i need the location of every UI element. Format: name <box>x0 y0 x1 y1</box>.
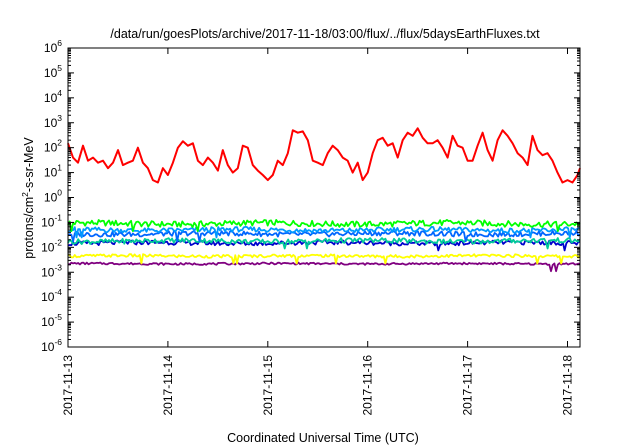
x-tick-label: 2017-11-14 <box>161 355 175 416</box>
y-tick-base: 10 <box>44 116 58 130</box>
y-tick-base: 10 <box>44 191 58 205</box>
y-axis-label-base: protons/cm <box>22 197 36 259</box>
y-tick-exp: 0 <box>57 188 62 198</box>
y-tick-exp: 1 <box>57 163 62 173</box>
series-line <box>68 261 581 273</box>
y-tick-base: 10 <box>44 66 58 80</box>
y-tick-label: 10-1 <box>41 212 62 229</box>
plot-frame <box>67 47 581 348</box>
x-axis-label: Coordinated Universal Time (UTC) <box>227 431 419 445</box>
y-tick-exp: -1 <box>54 212 62 222</box>
y-axis: 10-610-510-410-310-210-11001011021031041… <box>41 38 580 354</box>
x-tick-label: 2017-11-15 <box>261 355 275 416</box>
y-tick-base: 10 <box>41 215 55 229</box>
y-tick-label: 106 <box>44 38 62 55</box>
y-tick-base: 10 <box>41 315 55 329</box>
y-tick-exp: -6 <box>54 337 62 347</box>
y-tick-exp: 4 <box>57 88 62 98</box>
series-line <box>67 253 581 265</box>
y-tick-exp: -3 <box>54 262 62 272</box>
y-tick-label: 100 <box>44 188 62 205</box>
x-tick-label: 2017-11-17 <box>461 355 475 416</box>
y-tick-label: 102 <box>44 138 62 155</box>
y-tick-label: 10-5 <box>41 312 62 329</box>
y-tick-base: 10 <box>41 340 55 354</box>
plot-series <box>67 127 581 273</box>
y-tick-exp: 6 <box>57 38 62 48</box>
x-tick-label: 2017-11-16 <box>361 355 375 416</box>
series-line <box>67 229 581 243</box>
series-line <box>67 225 581 239</box>
y-tick-base: 10 <box>44 41 58 55</box>
y-tick-base: 10 <box>44 166 58 180</box>
series-line <box>67 239 581 252</box>
y-tick-label: 105 <box>44 63 62 80</box>
y-tick-base: 10 <box>44 141 58 155</box>
y-tick-base: 10 <box>41 290 55 304</box>
y-tick-label: 10-6 <box>41 337 62 354</box>
y-axis-label-sup: 2 <box>20 192 30 197</box>
y-tick-label: 10-4 <box>41 287 62 304</box>
y-tick-exp: 5 <box>57 63 62 73</box>
x-tick-label: 2017-11-18 <box>561 355 575 416</box>
x-axis: 2017-11-13 2017-11-14 2017-11-15 2017-11-16… <box>61 48 575 416</box>
y-tick-label: 101 <box>44 163 62 180</box>
y-tick-exp: 3 <box>57 113 62 123</box>
y-axis-label: protons/cm2-s-sr-MeV <box>20 137 36 259</box>
y-tick-label: 103 <box>44 113 62 130</box>
y-tick-base: 10 <box>41 265 55 279</box>
y-tick-exp: -5 <box>54 312 62 322</box>
y-tick-label: 104 <box>44 88 62 105</box>
y-axis-label-rest: -s-sr-MeV <box>22 137 36 193</box>
y-tick-base: 10 <box>41 240 55 254</box>
y-tick-label: 10-2 <box>41 237 62 254</box>
y-tick-exp: -4 <box>54 287 62 297</box>
series-line <box>67 219 581 232</box>
y-tick-base: 10 <box>44 91 58 105</box>
series-line <box>67 237 581 250</box>
chart-title: /data/run/goesPlots/archive/2017-11-18/0… <box>110 27 540 41</box>
series-line <box>67 127 581 184</box>
y-tick-label: 10-3 <box>41 262 62 279</box>
y-tick-exp: -2 <box>54 237 62 247</box>
y-tick-exp: 2 <box>57 138 62 148</box>
x-tick-label: 2017-11-13 <box>61 355 75 416</box>
